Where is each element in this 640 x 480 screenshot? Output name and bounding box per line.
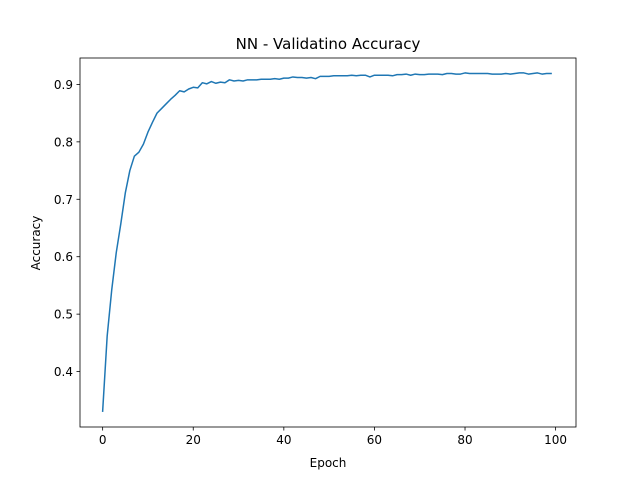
x-tick-label: 80 [457, 433, 472, 447]
y-axis-label: Accuracy [29, 216, 43, 271]
y-tick-label: 0.7 [54, 193, 73, 207]
chart-title: NN - Validatino Accuracy [236, 35, 421, 53]
y-tick-label: 0.6 [54, 250, 73, 264]
y-tick-label: 0.4 [54, 365, 73, 379]
x-tick-label: 0 [99, 433, 107, 447]
plot-area: 0 20 40 60 80 100 0.4 0.5 0.6 0.7 0.8 0.9 [54, 57, 577, 447]
y-tick-label: 0.9 [54, 78, 73, 92]
x-tick-label: 60 [367, 433, 382, 447]
x-tick-label: 100 [544, 433, 567, 447]
y-tick-label: 0.8 [54, 135, 73, 149]
x-axis-label: Epoch [310, 456, 347, 470]
x-tick-label: 40 [276, 433, 291, 447]
series-line-0 [101, 72, 552, 413]
x-tick-label: 20 [186, 433, 201, 447]
axes-frame [79, 57, 577, 428]
y-tick-label: 0.5 [54, 308, 73, 322]
